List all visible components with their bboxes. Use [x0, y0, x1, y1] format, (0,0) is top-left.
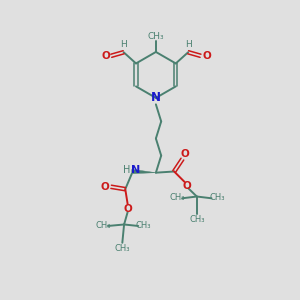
- Polygon shape: [132, 169, 156, 174]
- Text: CH₃: CH₃: [95, 221, 111, 230]
- Text: CH₃: CH₃: [115, 244, 130, 253]
- Text: O: O: [180, 149, 189, 159]
- Text: CH₃: CH₃: [209, 193, 225, 202]
- Text: H: H: [120, 40, 126, 50]
- Text: O: O: [101, 182, 110, 192]
- Text: CH₃: CH₃: [136, 221, 151, 230]
- Text: H: H: [185, 40, 192, 50]
- Text: O: O: [182, 181, 191, 191]
- Text: O: O: [202, 51, 211, 61]
- Text: CH₃: CH₃: [189, 215, 205, 224]
- Text: N: N: [131, 165, 140, 175]
- Text: N: N: [151, 92, 161, 104]
- Text: CH₃: CH₃: [169, 193, 184, 202]
- Text: CH₃: CH₃: [148, 32, 164, 41]
- Text: O: O: [101, 51, 110, 61]
- Text: H: H: [123, 165, 131, 175]
- Text: O: O: [124, 204, 133, 214]
